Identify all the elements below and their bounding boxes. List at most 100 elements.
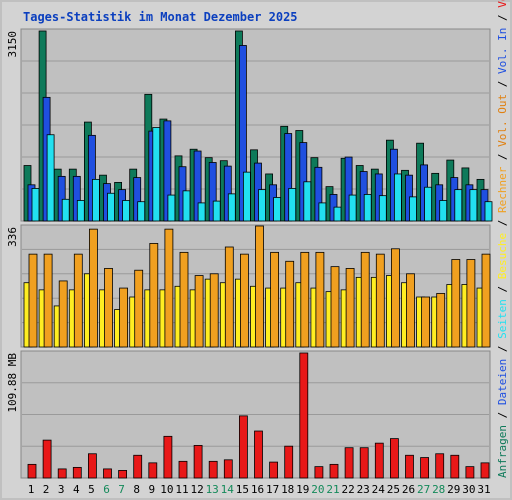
legend-item: Vol. Out	[496, 94, 509, 147]
x-tick-label: 26	[402, 483, 415, 496]
dateien-bar	[163, 120, 172, 222]
volumen-bar	[254, 430, 263, 479]
x-tick-label: 7	[118, 483, 125, 496]
rechner-bar	[149, 243, 159, 348]
legend-item: Rechner	[496, 166, 509, 213]
x-tick-label: 23	[357, 483, 370, 496]
rechner-bar	[89, 228, 98, 348]
dateien-bar	[88, 134, 96, 222]
rechner-bar	[239, 253, 249, 348]
legend-item: /	[496, 279, 509, 299]
x-tick-label: 24	[372, 483, 386, 496]
seiten-bar	[333, 206, 342, 222]
seiten-bar	[76, 200, 85, 222]
volumen-bar	[284, 445, 294, 479]
x-tick-label: 19	[296, 483, 309, 496]
rechner-bar	[119, 287, 128, 348]
seiten-bar	[122, 200, 130, 222]
x-tick-label: 10	[160, 483, 173, 496]
x-tick-label: 3	[58, 483, 65, 496]
seiten-bar	[227, 193, 236, 222]
legend-item: Seiten	[496, 299, 509, 339]
seiten-bar	[318, 202, 327, 222]
seiten-bar	[92, 178, 100, 222]
legend-text: Anfragen / Dateien / Seiten / Besuche / …	[496, 0, 509, 478]
rechner-bar	[164, 228, 174, 348]
x-tick-label: 11	[175, 483, 188, 496]
rechner-bar	[58, 280, 68, 348]
seiten-bar	[393, 173, 402, 222]
x-tick-label: 18	[281, 483, 294, 496]
legend-item: /	[496, 213, 509, 233]
legend-item: Vol. In	[496, 28, 509, 74]
x-tick-label: 6	[103, 483, 110, 496]
x-tick-label: 21	[326, 483, 339, 496]
legend-item: Volumen	[496, 0, 509, 8]
dateien-bar	[208, 162, 217, 222]
legend-item: Anfragen	[496, 425, 509, 478]
x-tick-label: 17	[266, 483, 279, 496]
volumen-bar	[148, 462, 158, 479]
x-tick-label: 31	[477, 483, 490, 496]
seiten-bar	[258, 189, 266, 222]
volumen-bar	[208, 460, 218, 479]
seiten-bar	[469, 189, 478, 222]
rechner-bar	[406, 273, 415, 348]
volumen-bar	[465, 466, 475, 479]
x-tick-label: 5	[88, 483, 95, 496]
x-tick-label: 13	[206, 483, 219, 496]
volumen-bar	[57, 468, 67, 479]
seiten-bar	[288, 188, 297, 222]
rechner-bar	[345, 268, 355, 348]
dateien-bar	[133, 177, 142, 222]
seiten-bar	[242, 171, 251, 222]
x-tick-label: 15	[236, 483, 249, 496]
volumen-bar	[193, 445, 203, 479]
volumen-bar	[374, 442, 384, 479]
volumen-bar	[405, 454, 414, 479]
seiten-bar	[273, 197, 282, 222]
dateien-bar	[57, 175, 66, 222]
hits-ymax-label: 3150	[6, 31, 19, 58]
x-tick-label: 29	[447, 483, 460, 496]
x-tick-label: 22	[341, 483, 354, 496]
rechner-bar	[421, 296, 431, 348]
volumen-bar	[88, 453, 97, 479]
legend-item: /	[496, 147, 509, 167]
volumen-bar	[27, 463, 37, 479]
rechner-bar	[104, 268, 113, 348]
rechner-bar	[300, 251, 310, 348]
dateien-bar	[72, 175, 81, 222]
chart-title: Tages-Statistik im Monat Dezember 2025	[23, 10, 298, 24]
rechner-bar	[179, 251, 189, 348]
volumen-bar	[435, 453, 445, 479]
legend-item: /	[496, 339, 509, 359]
volumen-bar	[269, 461, 279, 479]
volumen-bar	[420, 457, 430, 479]
volumen-bar	[480, 462, 490, 479]
x-tick-label: 2	[43, 483, 50, 496]
x-tick-label: 28	[432, 483, 445, 496]
seiten-bar	[348, 194, 357, 222]
volumen-bar	[329, 463, 339, 479]
seiten-bar	[107, 192, 115, 222]
volumen-bar	[450, 454, 460, 479]
rechner-bar	[285, 260, 295, 348]
dateien-bar	[314, 166, 323, 222]
legend-item: /	[496, 8, 509, 28]
seiten-bar	[182, 190, 191, 222]
seiten-bar	[303, 181, 312, 222]
rechner-bar	[224, 246, 234, 348]
dateien-bar	[284, 133, 293, 222]
bars-group	[23, 30, 493, 479]
x-tick-label: 9	[148, 483, 155, 496]
x-tick-labels: 1 2 3 4 5 6 7 8 9 10 11 12 13 14 15 16 17 18 19 20 21 22 23 24 2…	[28, 483, 491, 496]
seiten-bar	[363, 194, 372, 222]
rechner-bar	[436, 293, 446, 348]
volumen-bar	[72, 466, 82, 479]
seiten-bar	[484, 201, 493, 222]
visits-ymax-label: 336	[6, 227, 19, 247]
dateien-bar	[344, 156, 353, 222]
seiten-bar	[167, 194, 176, 222]
